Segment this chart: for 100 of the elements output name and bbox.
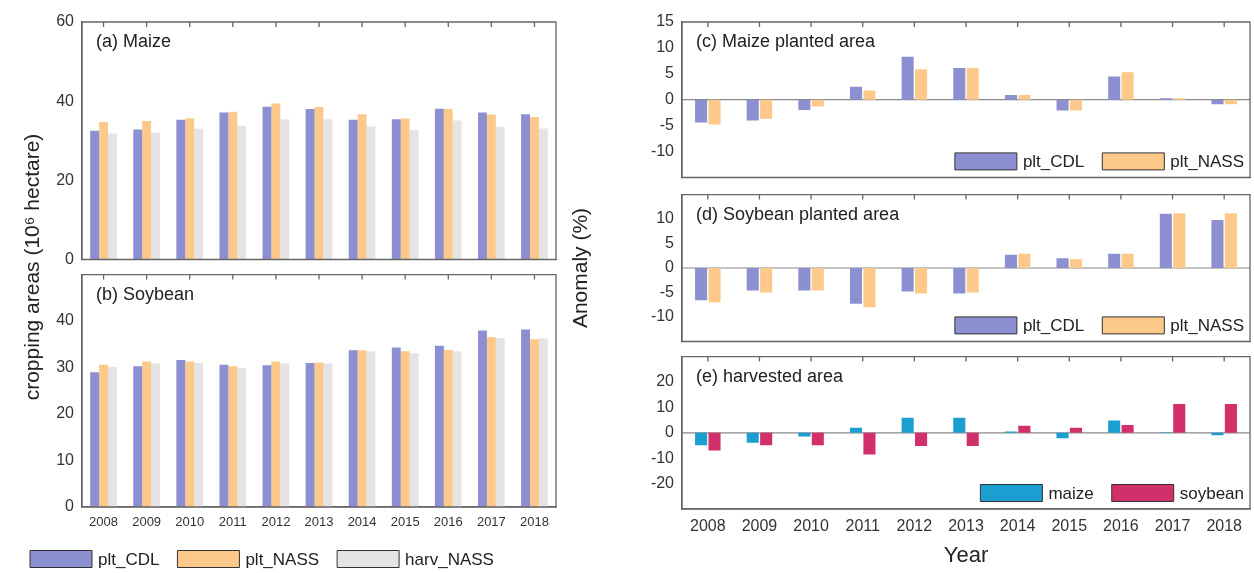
bar (746, 99, 759, 121)
bar (863, 268, 876, 308)
bar (400, 351, 410, 507)
bar (1108, 76, 1121, 100)
bar (323, 363, 333, 507)
bar (366, 126, 376, 260)
x-tick-label: 2016 (1103, 517, 1139, 535)
bar (798, 268, 811, 291)
bar (1056, 432, 1069, 439)
x-tick-label: 2010 (793, 517, 829, 535)
x-tick-label: 2013 (304, 514, 334, 530)
bar (486, 337, 496, 507)
bar (443, 109, 453, 260)
bar (695, 432, 708, 446)
y-tick-label: 10 (656, 397, 675, 415)
bar (863, 432, 876, 455)
bar (1173, 404, 1186, 433)
bar (1121, 253, 1134, 268)
bar (915, 69, 928, 100)
legend-label: plt_CDL (98, 549, 160, 569)
y-tick-label: -5 (659, 116, 675, 134)
text: (d) Soybean planted area (696, 203, 901, 224)
bar (237, 368, 247, 507)
y-tick-label: 10 (656, 209, 675, 227)
x-tick-label: 2010 (175, 514, 205, 530)
bar (1224, 213, 1237, 268)
x-tick-label: 2009 (132, 514, 162, 530)
y-axis-title: Anomaly (%) (568, 207, 592, 329)
bar (538, 128, 548, 260)
bar (280, 119, 290, 260)
y-tick-label: 20 (56, 404, 75, 422)
bar (305, 362, 315, 507)
bar (760, 432, 773, 446)
bar (305, 109, 315, 260)
y-tick-label: 10 (56, 450, 75, 468)
x-tick-label: 2017 (1154, 517, 1191, 535)
bar (901, 268, 914, 292)
bar (219, 364, 229, 507)
bar (99, 364, 108, 507)
x-tick-label: 2014 (347, 514, 377, 530)
bar (915, 432, 928, 447)
bar (1004, 254, 1017, 268)
bar (185, 361, 195, 507)
legend-label: plt_NASS (1170, 316, 1244, 336)
bar (314, 362, 324, 507)
bar (849, 268, 863, 304)
bar (391, 119, 401, 260)
bar (271, 103, 281, 260)
bar (760, 99, 773, 119)
legend-label: plt_CDL (1022, 316, 1085, 336)
bar (314, 107, 324, 260)
bar (452, 351, 462, 507)
bar (760, 268, 773, 293)
y-tick-label: 0 (665, 90, 675, 108)
x-tick-label: 2011 (845, 517, 881, 535)
bar (953, 68, 966, 100)
y-tick-label: -10 (650, 141, 675, 159)
y-tick-label: -5 (659, 282, 675, 300)
bar (1056, 258, 1069, 268)
x-tick-label: 2009 (741, 517, 778, 535)
y-tick-label: 40 (56, 311, 75, 329)
bar (1211, 220, 1224, 268)
bar (530, 339, 539, 507)
bar (434, 108, 444, 260)
bar (966, 432, 979, 447)
bar (901, 417, 914, 433)
y-tick-label: 30 (56, 357, 75, 375)
y-tick-label: 15 (656, 12, 675, 30)
bar (538, 338, 548, 507)
x-tick-label: 2013 (948, 517, 984, 535)
bar (1018, 425, 1031, 433)
legend-label: plt_NASS (1170, 152, 1244, 172)
bar (357, 350, 367, 507)
bar (695, 99, 708, 123)
bar (219, 112, 229, 260)
y-tick-label: 10 (656, 38, 675, 56)
bar (530, 116, 539, 260)
bar (695, 268, 708, 301)
x-tick-label: 2015 (390, 514, 420, 530)
bar (357, 114, 367, 260)
bar (1018, 253, 1031, 268)
bar (271, 361, 281, 507)
bar (99, 122, 108, 260)
bar (1069, 99, 1083, 111)
bar (798, 99, 811, 111)
text: (e) harvested area (696, 365, 845, 386)
bar (1056, 99, 1069, 111)
bar (708, 268, 721, 303)
x-tick-label: 2008 (690, 517, 726, 535)
bar (1108, 253, 1121, 268)
bar (142, 120, 152, 260)
bar (108, 133, 117, 260)
bar (452, 120, 462, 260)
bar (521, 329, 530, 507)
bar (915, 268, 928, 294)
bar (237, 125, 247, 260)
bar (746, 432, 759, 443)
y-tick-label: -10 (650, 448, 675, 466)
bar (953, 417, 966, 433)
x-tick-label: 2017 (476, 514, 506, 530)
